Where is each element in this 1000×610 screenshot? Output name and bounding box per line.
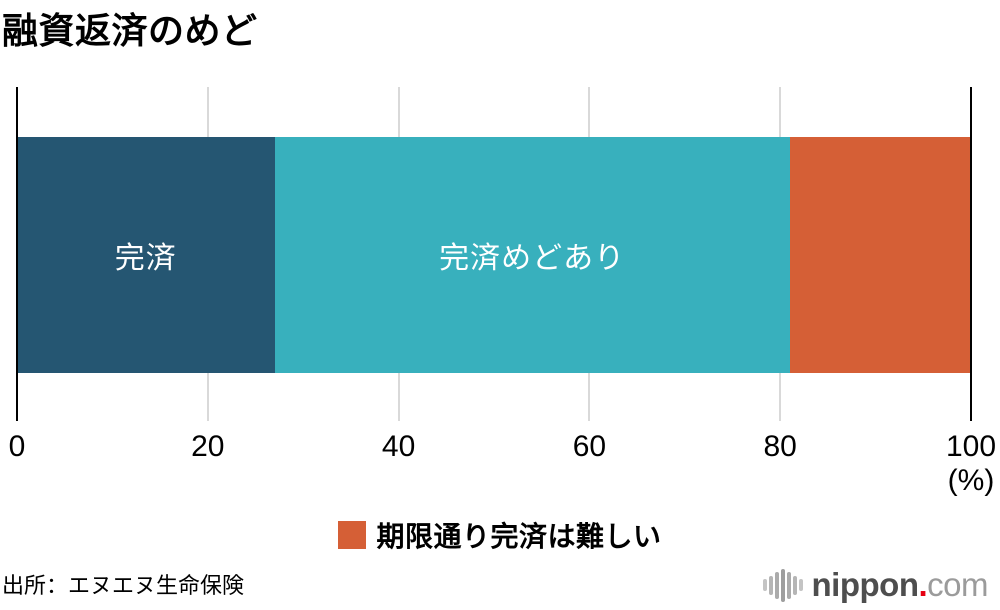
- bar-segment-label: 完済: [114, 242, 177, 275]
- logo-name: nippon: [811, 566, 919, 603]
- x-tick-label-100: 100: [945, 430, 997, 463]
- legend: 期限通り完済は難しい: [0, 515, 1000, 555]
- bar-segment-label: 完済めどあり: [439, 242, 626, 275]
- x-tick-label-80: 80: [763, 430, 797, 463]
- gridline-0: [16, 87, 18, 421]
- legend-label: 期限通り完済は難しい: [376, 521, 662, 552]
- axis-unit-label: (%): [947, 464, 995, 497]
- x-tick-label-40: 40: [381, 430, 416, 463]
- gridline-100: [970, 87, 972, 421]
- stacked-bar: 完済 完済めどあり: [17, 137, 971, 373]
- bar-segment-完済めどあり: 完済めどあり: [274, 137, 790, 373]
- audio-waveform-icon: [762, 568, 803, 602]
- nippon-logo: nippon . com: [762, 565, 989, 605]
- bar-segment-完済: 完済: [17, 137, 275, 373]
- x-axis: 0 20 40 60 80 100: [9, 430, 996, 464]
- bar-segment-期限通り完済は難しい: [789, 137, 971, 373]
- chart-title: 融資返済のめど: [2, 10, 258, 51]
- logo-text: nippon . com: [811, 566, 989, 604]
- logo-dot: .: [918, 566, 928, 603]
- x-tick-label-0: 0: [8, 430, 26, 463]
- x-tick-label-20: 20: [191, 430, 225, 463]
- x-tick-label-60: 60: [572, 430, 607, 463]
- plot-area: 完済 完済めどあり: [16, 87, 972, 421]
- source-note: 出所：エヌエヌ生命保険: [2, 573, 245, 598]
- logo-tld: com: [927, 566, 988, 603]
- legend-square-swatch: [338, 521, 367, 549]
